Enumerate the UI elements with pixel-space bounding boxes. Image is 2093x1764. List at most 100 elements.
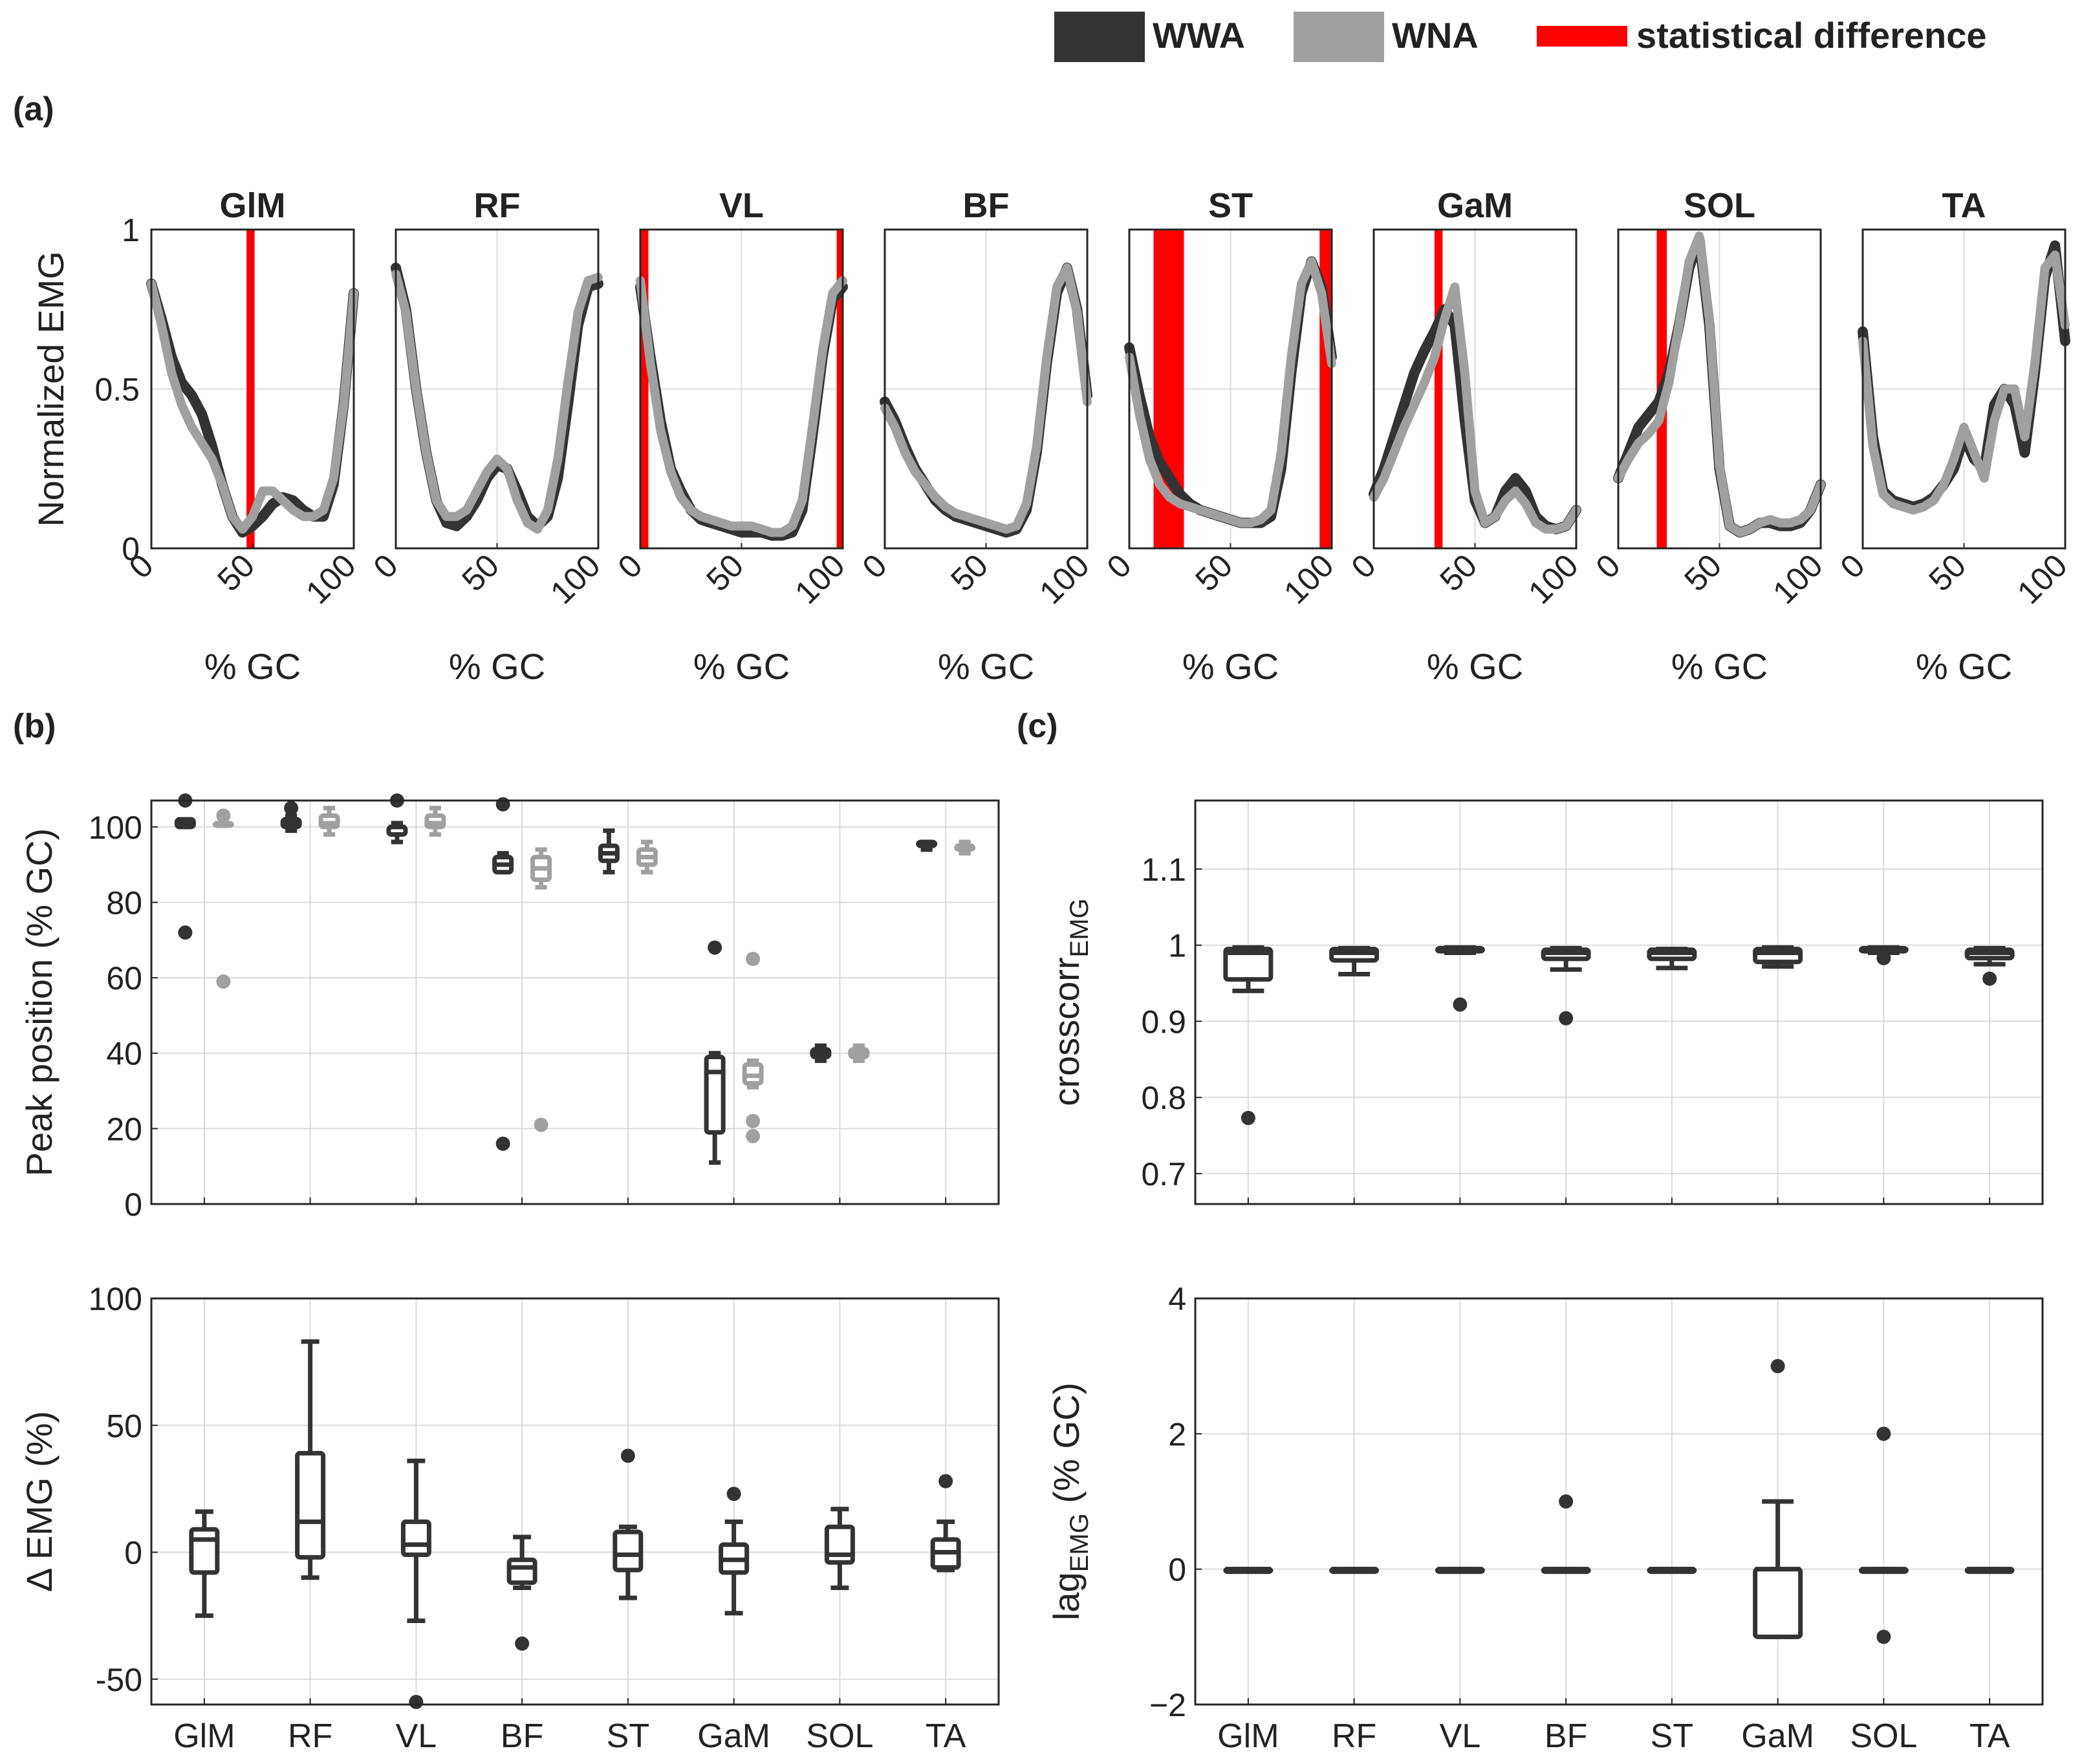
box-iqr (613, 1529, 644, 1573)
axes-frame (1194, 799, 2044, 1205)
box-wwa-ta (916, 839, 938, 852)
x-axis-label: % GC (1427, 646, 1523, 687)
x-tick-label: 50 (1922, 547, 1973, 598)
panel-label-b: (b) (13, 707, 56, 745)
outlier-point (1241, 1110, 1255, 1125)
wna-mean-curve (1369, 282, 1581, 534)
panel-b-delta-emg: -50 0 50 100 GlM RF VL BF ST GaM SOL TA Δ EMG (%) (19, 1281, 1000, 1755)
x-axis-label: % GC (693, 646, 790, 687)
outlier-point (938, 1474, 953, 1489)
y-tick-label: 0.7 (1141, 1156, 1186, 1192)
x-axis-label: % GC (1916, 646, 2012, 687)
box-glm (1223, 945, 1274, 1125)
y-axis-label-main: lag (1046, 1572, 1087, 1620)
x-tick-label: 50 (455, 547, 506, 598)
x-axis-label: % GC (204, 646, 301, 687)
outlier-point (1876, 1630, 1891, 1644)
legend-label-wwa: WWA (1153, 15, 1245, 56)
box-rf (295, 1339, 326, 1580)
box-iqr (295, 1450, 326, 1560)
box-rf (1329, 1567, 1380, 1575)
panel-label-a: (a) (13, 91, 54, 128)
y-tick-label: 0 (124, 1535, 142, 1571)
y-axis-label-main: crosscorr (1046, 957, 1087, 1106)
box-wna-st (636, 839, 658, 875)
y-tick-label: 1.1 (1141, 852, 1186, 888)
x-tick-label: RF (288, 1717, 332, 1755)
box-wna-vl (424, 806, 446, 837)
x-tick-label: GlM (173, 1717, 235, 1755)
axes-frame (150, 799, 1000, 1205)
outlier-point (746, 951, 761, 966)
y-axis-label-subscript: EMG (1065, 1513, 1094, 1572)
legend-label-diff: statistical difference (1636, 15, 1987, 56)
panel-c-crosscorr: 0.7 0.8 0.9 1 1.1 crosscorrEMG (1046, 799, 2044, 1205)
y-tick-label: 100 (89, 810, 142, 846)
subplot-title: TA (1942, 186, 1986, 225)
x-tick-label: GaM (697, 1717, 770, 1755)
x-tick-label: 0 (856, 547, 894, 585)
axes-frame (150, 1297, 1000, 1706)
y-axis-label: crosscorrEMG (1046, 898, 1094, 1106)
box-glm (1223, 1567, 1274, 1575)
box-glm (189, 1509, 220, 1619)
x-tick-label: RF (1332, 1717, 1376, 1755)
box-iqr (189, 1527, 220, 1575)
box-iqr (704, 1055, 726, 1135)
x-tick-label: GaM (1741, 1717, 1814, 1755)
box-sol (1858, 945, 1909, 965)
outlier-point (1559, 1494, 1574, 1509)
y-tick-label: 1 (1168, 928, 1186, 964)
axes-background (1195, 1298, 2043, 1705)
y-tick-label: 60 (106, 960, 142, 996)
x-tick-label: BF (1545, 1717, 1587, 1755)
emg-subplot-gam: GaM 0 50 100 % GC (1345, 186, 1585, 687)
y-tick-label: 4 (1168, 1281, 1186, 1317)
outlier-point (216, 808, 231, 823)
box-st (1647, 1567, 1697, 1575)
x-tick-label: 0 (1345, 547, 1383, 585)
y-tick-label: 0.5 (94, 372, 140, 408)
y-axis-label: Peak position (% GC) (19, 828, 60, 1176)
box-vl (400, 1458, 431, 1710)
y-tick-label: −2 (1149, 1687, 1186, 1723)
axes-background (151, 1298, 999, 1705)
emg-subplot-glm: GlM 0 50 100 % GC (122, 186, 363, 687)
box-wna-ta (954, 839, 976, 856)
y-tick-label: 0.9 (1141, 1004, 1186, 1040)
wna-mean-curve (880, 263, 1092, 534)
x-tick-label: 100 (788, 547, 852, 611)
y-tick-label: -50 (96, 1662, 142, 1698)
x-tick-label: 0 (367, 547, 405, 585)
legend: WWA WNA statistical difference (1054, 12, 1987, 62)
box-rf (1329, 945, 1380, 976)
subplot-title: BF (963, 186, 1010, 225)
y-axis-label: Normalized EMG (30, 251, 71, 526)
x-axis-label: % GC (449, 646, 545, 687)
statistical-difference-band (1434, 230, 1443, 548)
y-tick-label: 0 (122, 531, 140, 567)
outlier-point (284, 801, 299, 815)
x-tick-label: 0 (1589, 547, 1627, 585)
y-tick-label: 0 (124, 1187, 142, 1223)
x-tick-label: 0 (611, 547, 649, 585)
x-tick-label: TA (926, 1717, 966, 1755)
y-tick-label: 40 (106, 1036, 142, 1072)
x-tick-label: 50 (944, 547, 995, 598)
outlier-point (1770, 1359, 1785, 1373)
y-tick-label: 20 (106, 1111, 142, 1147)
emg-subplot-st: ST 0 50 100 % GC (1100, 186, 1341, 687)
outlier-point (495, 797, 510, 812)
box-iqr (400, 1519, 431, 1557)
box-wna-glm (212, 808, 234, 989)
outlier-point (746, 1129, 761, 1144)
box-gam (1753, 1359, 1803, 1639)
outlier-point (708, 940, 722, 955)
y-axis-label: lagEMG (% GC) (1046, 1382, 1094, 1620)
x-tick-label: 100 (1032, 547, 1096, 611)
legend-swatch-wna (1294, 12, 1384, 62)
x-tick-label: 50 (1433, 547, 1484, 598)
x-tick-label: GlM (1217, 1717, 1279, 1755)
